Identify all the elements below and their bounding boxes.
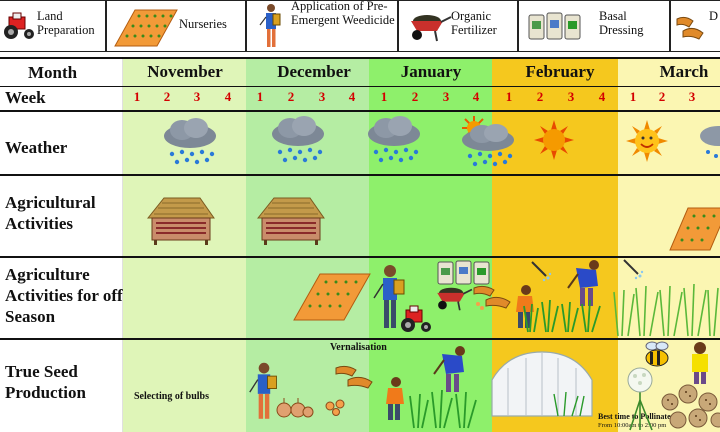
legend-next: D (670, 0, 720, 52)
divider (0, 110, 720, 112)
week-number: 1 (380, 89, 388, 104)
farmer-weeding-icon (567, 260, 599, 306)
week-number: 1 (256, 89, 264, 104)
label-column (0, 57, 123, 432)
week-number: 2 (536, 89, 544, 104)
divider (0, 57, 720, 59)
week-number: 2 (411, 89, 419, 104)
wheelbarrow-icon (437, 287, 473, 311)
month-header: Month (28, 63, 78, 82)
onion-crop-icon (409, 389, 477, 429)
week-number: 2 (287, 89, 295, 104)
seedbed-icon (293, 273, 371, 321)
hands-icon (676, 16, 704, 40)
legend-label: Basal Dressing (599, 9, 644, 37)
week-number: 3 (688, 89, 696, 104)
legend-organic-fertilizer: Organic Fertilizer (398, 0, 518, 52)
farmer-harvesting-icon (692, 342, 708, 384)
bee-icon (645, 341, 669, 367)
onion-flower-icon (627, 367, 653, 431)
rain-cloud-icon (164, 118, 216, 165)
rain-cloud-icon (368, 116, 420, 163)
week-number: 3 (318, 89, 326, 104)
month-march: March (659, 62, 709, 81)
row-label-true-seed: True Seed Production (5, 362, 86, 402)
column-divider (122, 57, 123, 432)
legend-label: Land Preparation (37, 9, 95, 37)
legend-label: D (709, 9, 719, 23)
week-number: 4 (472, 89, 480, 104)
week-number: 4 (598, 89, 606, 104)
week-number: 2 (163, 89, 171, 104)
legend-label: Organic Fertilizer (451, 9, 497, 37)
divider (0, 256, 720, 258)
month-december: December (277, 62, 351, 81)
legend-pre-emergent-weedicide: Application of Pre-Emergent Weedicide (246, 0, 398, 52)
legend-label: Application of Pre-Emergent Weedicide (291, 0, 395, 27)
seed-heads-icon (661, 384, 720, 429)
week-number: 3 (567, 89, 575, 104)
onion-bulbs-icon (325, 399, 345, 416)
annotation-vernalisation: Vernalisation (330, 342, 387, 353)
legend-nurseries: Nurseries (106, 0, 246, 52)
spray-nozzle-icon (531, 261, 552, 282)
week-number: 1 (505, 89, 513, 104)
fertilizer-bags-icon (437, 260, 490, 285)
onion-bulbs-icon (276, 398, 314, 418)
wheelbarrow-icon (411, 15, 452, 42)
farmer-weeding-icon (433, 346, 465, 392)
week-number: 1 (629, 89, 637, 104)
sprayer-person-icon (373, 265, 405, 328)
row-label-weather: Weather (5, 138, 68, 157)
onion-crop-icon (613, 283, 719, 337)
onion-crop-icon (523, 299, 601, 333)
sprayer-person-icon (259, 4, 281, 47)
row-label-off-season: Agriculture Activities for off Season (5, 265, 123, 326)
sun-rain-cloud-icon (462, 116, 514, 167)
greenhouse-icon (491, 351, 593, 417)
sprayer-person-icon (249, 362, 277, 419)
week-number: 4 (224, 89, 232, 104)
week-number: 4 (348, 89, 356, 104)
farmer-transplanting-icon (516, 285, 534, 328)
week-header: Week (5, 88, 46, 107)
week-number: 3 (442, 89, 450, 104)
tractor-icon (401, 305, 431, 332)
row-label-agricultural-activities: Agricultural Activities (5, 193, 96, 233)
divider (0, 86, 720, 87)
sun-icon (534, 120, 574, 160)
nursery-shed-icon (146, 197, 215, 245)
hands-icon (335, 365, 373, 389)
seedbed-icon (669, 207, 720, 251)
farmer-transplanting-icon (386, 377, 404, 420)
sun-rain-cloud-icon (700, 126, 720, 158)
band-november (123, 57, 246, 432)
divider (0, 174, 720, 176)
smiling-sun-icon (626, 120, 668, 162)
nursery-shed-icon (256, 197, 325, 245)
rain-cloud-icon (272, 116, 324, 163)
month-february: February (525, 62, 595, 81)
week-number: 1 (133, 89, 141, 104)
tractor-icon (4, 12, 34, 39)
month-november: November (147, 62, 223, 81)
week-number: 2 (658, 89, 666, 104)
week-number: 3 (193, 89, 201, 104)
month-january: January (400, 62, 462, 81)
hands-icon (473, 285, 511, 310)
seedbed-icon (114, 9, 178, 47)
annotation-selecting-bulbs: Selecting of bulbs (134, 391, 210, 402)
legend-basal-dressing: Basal Dressing (518, 0, 670, 52)
legend-land-preparation: Land Preparation (0, 0, 106, 52)
legend-label: Nurseries (179, 17, 227, 31)
fertilizer-bags-icon (528, 12, 581, 40)
divider (0, 338, 720, 340)
legend: Land Preparation Nurseries Application o… (0, 0, 720, 57)
spray-nozzle-icon (623, 259, 644, 280)
